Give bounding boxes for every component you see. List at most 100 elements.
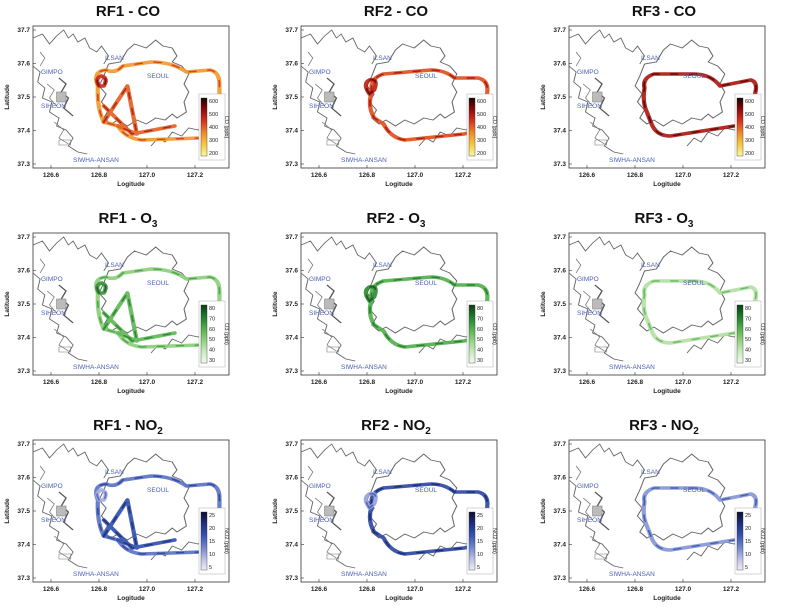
- seoul-boundary: [634, 39, 726, 127]
- colorbar-label: NO2 (ppb): [759, 528, 765, 554]
- panel-title: RF1 - NO2: [93, 417, 163, 437]
- colorbar-tick: 60: [209, 327, 215, 333]
- colorbar-tick: 25: [745, 513, 751, 519]
- colorbar-tick: 5: [477, 565, 480, 571]
- y-axis-label: Latitude: [272, 291, 279, 317]
- panel-title: RF3 - CO: [632, 3, 697, 20]
- panel-title-subscript: 2: [425, 426, 431, 437]
- panel-rf3-no2: RF3 - NO2 ILSAN GIMPO SEOUL SIHEON SIWHA-ANSA…: [540, 417, 766, 602]
- panel-title: RF3 - O3: [635, 210, 694, 230]
- colorbar-label: NO2 (ppb): [491, 528, 497, 554]
- x-axis-label: Logitude: [117, 595, 145, 602]
- place-label-gimpo: GIMPO: [577, 483, 599, 490]
- place-label-ilsan: ILSAN: [373, 469, 392, 476]
- colorbar-tick: 80: [745, 306, 751, 312]
- x-tick-label: 126.6: [311, 586, 328, 593]
- x-tick-label: 127.0: [139, 586, 156, 593]
- place-label-seoul: SEOUL: [683, 487, 705, 494]
- flight-track-highlight: [102, 290, 176, 343]
- panel-title-main: RF2 - O: [367, 210, 421, 227]
- colorbar-tick: 30: [209, 358, 215, 364]
- panel-title-main: RF1 - O: [99, 210, 153, 227]
- panel-rf1-co: RF1 - CO ILSAN GIMPO SEOUL SIHEON SIWHA-ANSAN…: [4, 3, 230, 188]
- panel-title-main: RF1 - NO: [93, 417, 158, 434]
- colorbar-tick: 500: [745, 112, 754, 118]
- place-label-siheung: SIHEON: [41, 517, 66, 524]
- plot-area: ILSAN GIMPO SEOUL SIHEON SIWHA-ANSAN 80 70 60 50…: [272, 232, 498, 395]
- flight-track-highlight: [102, 83, 176, 136]
- y-tick-label: 37.5: [553, 94, 566, 101]
- island-block: [58, 553, 72, 560]
- colorbar-gradient: [468, 304, 476, 364]
- x-tick-label: 127.2: [723, 172, 740, 179]
- colorbar: 25 20 15 10 5 NO2 (ppb): [734, 507, 765, 575]
- west-coast: [39, 258, 69, 352]
- plot-area: ILSAN GIMPO SEOUL SIHEON SIWHA-ANSAN 80 70 60 50…: [4, 232, 230, 395]
- place-label-seoul: SEOUL: [415, 487, 437, 494]
- colorbar-label: O3 (ppb): [759, 323, 765, 345]
- y-tick-label: 37.7: [17, 234, 30, 241]
- x-tick-label: 127.0: [407, 379, 424, 386]
- colorbar-tick: 500: [477, 112, 486, 118]
- x-tick-label: 126.6: [579, 586, 596, 593]
- panel-title-main: RF2 - CO: [364, 3, 429, 20]
- colorbar-tick: 60: [745, 327, 751, 333]
- place-label-siwha: SIWHA-ANSAN: [73, 157, 119, 164]
- place-label-seoul: SEOUL: [683, 280, 705, 287]
- x-tick-label: 126.8: [359, 379, 376, 386]
- flight-track-highlight: [96, 282, 107, 294]
- plot-area: ILSAN GIMPO SEOUL SIHEON SIWHA-ANSAN 25 20 15 10…: [4, 439, 230, 602]
- colorbar-tick: 70: [477, 316, 483, 322]
- colorbar: 80 70 60 50 40 30 O3 (ppb): [466, 300, 497, 368]
- flight-track-group: [94, 60, 222, 142]
- x-axis-label: Logitude: [653, 595, 681, 602]
- place-label-gimpo: GIMPO: [309, 69, 331, 76]
- colorbar-label: NO2 (ppb): [223, 528, 229, 554]
- y-tick-label: 37.7: [17, 27, 30, 34]
- colorbar-tick: 50: [745, 337, 751, 343]
- y-tick-label: 37.7: [285, 27, 298, 34]
- colorbar-tick: 80: [209, 306, 215, 312]
- colorbar-tick: 300: [209, 138, 218, 144]
- colorbar-gradient: [200, 511, 208, 571]
- y-axis-label: Latitude: [4, 84, 11, 110]
- colorbar-tick: 5: [209, 565, 212, 571]
- y-tick-label: 37.5: [553, 301, 566, 308]
- y-tick-label: 37.7: [17, 441, 30, 448]
- x-tick-label: 126.8: [359, 586, 376, 593]
- y-tick-label: 37.3: [17, 161, 30, 168]
- panel-title-subscript: 2: [157, 426, 163, 437]
- x-tick-label: 126.6: [311, 379, 328, 386]
- colorbar-tick: 80: [477, 306, 483, 312]
- y-tick-label: 37.4: [553, 128, 566, 135]
- seoul-boundary: [634, 453, 726, 541]
- x-tick-label: 127.0: [407, 172, 424, 179]
- place-label-seoul: SEOUL: [683, 73, 705, 80]
- colorbar-label: CO (ppb): [223, 116, 229, 139]
- place-label-seoul: SEOUL: [147, 280, 169, 287]
- place-label-ilsan: ILSAN: [641, 55, 660, 62]
- west-coast: [575, 258, 605, 352]
- place-label-siwha: SIWHA-ANSAN: [609, 364, 655, 371]
- colorbar: 80 70 60 50 40 30 O3 (ppb): [198, 300, 229, 368]
- y-tick-label: 37.6: [17, 268, 30, 275]
- colorbar-tick: 30: [745, 358, 751, 364]
- panel-title-subscript: 3: [420, 219, 426, 230]
- y-tick-label: 37.4: [285, 128, 298, 135]
- y-tick-label: 37.3: [285, 575, 298, 582]
- x-axis-label: Logitude: [117, 181, 145, 188]
- place-label-ilsan: ILSAN: [373, 55, 392, 62]
- airport-block: [592, 298, 603, 310]
- panel-rf3-o3: RF3 - O3 ILSAN GIMPO SEOUL SIHEON SIWHA-ANSAN…: [540, 210, 766, 395]
- x-axis-label: Logitude: [653, 181, 681, 188]
- place-label-gimpo: GIMPO: [41, 276, 63, 283]
- colorbar-label: CO (ppb): [759, 116, 765, 139]
- colorbar-tick: 400: [209, 125, 218, 131]
- place-label-gimpo: GIMPO: [41, 69, 63, 76]
- x-tick-label: 127.2: [187, 379, 204, 386]
- y-tick-label: 37.3: [17, 368, 30, 375]
- west-coast: [307, 258, 337, 352]
- x-tick-label: 127.0: [139, 379, 156, 386]
- y-tick-label: 37.3: [285, 368, 298, 375]
